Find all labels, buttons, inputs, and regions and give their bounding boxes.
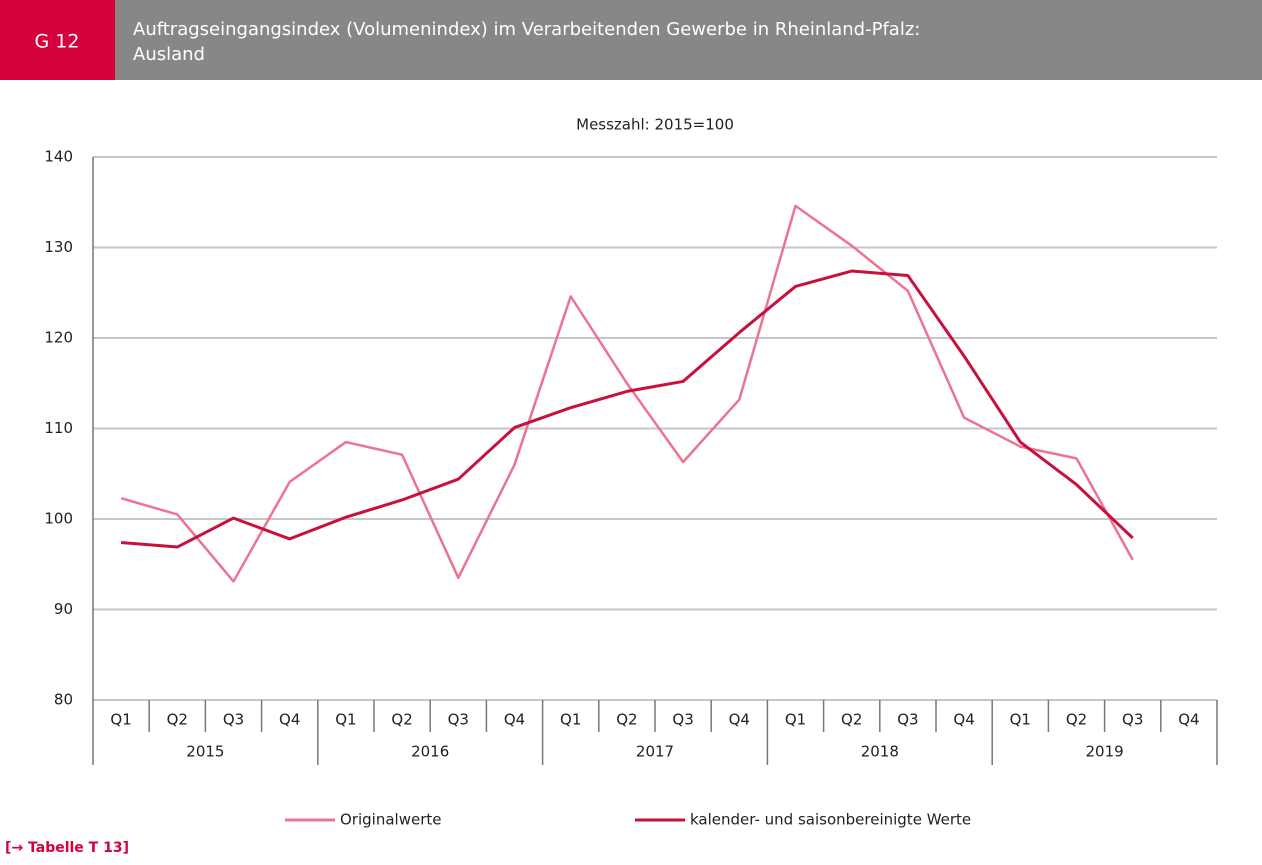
x-tick-label: Q4	[1178, 711, 1199, 729]
x-year-label: 2019	[1086, 743, 1124, 761]
series-line	[120, 204, 1134, 583]
legend-label: Originalwerte	[340, 811, 441, 829]
x-tick-label: Q4	[279, 711, 300, 729]
x-year-label: 2017	[636, 743, 674, 761]
x-tick-label: Q2	[616, 711, 637, 729]
x-tick-label: Q2	[1066, 711, 1087, 729]
series-line	[120, 269, 1134, 549]
x-tick-label: Q4	[953, 711, 974, 729]
x-year-label: 2015	[186, 743, 224, 761]
header-code-box	[0, 0, 115, 80]
header-title: Ausland	[133, 44, 205, 65]
x-year-label: 2016	[411, 743, 449, 761]
x-tick-label: Q3	[1122, 711, 1143, 729]
x-tick-label: Q2	[391, 711, 412, 729]
header-title: Auftragseingangsindex (Volumenindex) im …	[133, 19, 920, 40]
x-tick-label: Q1	[335, 711, 356, 729]
x-tick-label: Q3	[448, 711, 469, 729]
x-tick-label: Q1	[1010, 711, 1031, 729]
x-tick-label: Q4	[729, 711, 750, 729]
x-tick-label: Q4	[504, 711, 525, 729]
y-tick-label: 100	[44, 510, 73, 528]
x-tick-label: Q1	[785, 711, 806, 729]
x-year-label: 2018	[861, 743, 899, 761]
x-tick-label: Q1	[110, 711, 131, 729]
chart-subtitle: Messzahl: 2015=100	[576, 116, 734, 134]
table-link[interactable]: [→ Tabelle T 13]	[5, 840, 129, 856]
legend-label: kalender- und saisonbereinigte Werte	[690, 811, 971, 829]
x-tick-label: Q2	[167, 711, 188, 729]
x-tick-label: Q3	[223, 711, 244, 729]
x-tick-label: Q3	[672, 711, 693, 729]
y-tick-label: 80	[54, 691, 73, 709]
header: G 12 Auftragseingangsindex (Volumenindex…	[0, 0, 1262, 80]
y-tick-label: 130	[44, 238, 73, 256]
header-code: G 12	[35, 31, 80, 53]
x-tick-label: Q1	[560, 711, 581, 729]
y-tick-label: 90	[54, 600, 73, 618]
y-tick-label: 120	[44, 329, 73, 347]
x-tick-label: Q3	[897, 711, 918, 729]
header-bar	[0, 0, 1262, 80]
y-tick-label: 110	[44, 419, 73, 437]
y-tick-label: 140	[44, 148, 73, 166]
x-tick-label: Q2	[841, 711, 862, 729]
